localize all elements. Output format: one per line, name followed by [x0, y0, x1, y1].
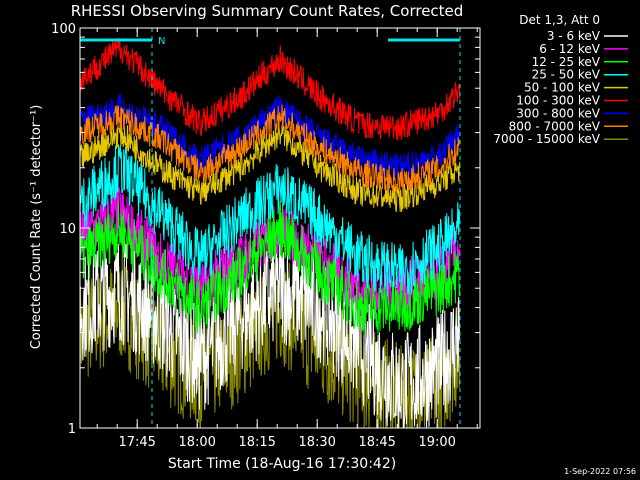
legend-title: Det 1,3, Att 0 [519, 13, 600, 27]
generation-timestamp: 1-Sep-2022 07:56 [564, 467, 636, 476]
y-tick-label: 10 [59, 222, 76, 237]
chart-title: RHESSI Observing Summary Count Rates, Co… [71, 2, 464, 20]
x-tick-label: 18:30 [298, 435, 335, 450]
legend-label: 12 - 25 keV [532, 55, 601, 69]
series-line [79, 119, 461, 213]
series-line [79, 200, 461, 336]
legend-label: 6 - 12 keV [539, 42, 601, 56]
x-tick-label: 17:45 [118, 435, 155, 450]
legend-label: 100 - 300 keV [516, 94, 600, 108]
x-tick-label: 18:45 [358, 435, 395, 450]
y-tick-label: 1 [68, 422, 76, 437]
legend-label: 25 - 50 keV [532, 68, 601, 82]
flag-label: N [158, 36, 165, 47]
series-line [79, 104, 461, 195]
x-axis-label: Start Time (18-Aug-16 17:30:42) [168, 456, 396, 472]
legend-label: 50 - 100 keV [524, 81, 601, 95]
legend-label: 800 - 7000 keV [509, 119, 601, 133]
legend-label: 3 - 6 keV [547, 29, 601, 43]
y-tick-label: 100 [51, 22, 76, 37]
x-tick-label: 18:00 [178, 435, 215, 450]
series-line [79, 144, 461, 297]
legend-label: 300 - 800 keV [516, 106, 600, 120]
plot-area: N [79, 28, 461, 429]
series-line [79, 36, 461, 141]
x-tick-label: 19:00 [418, 435, 455, 450]
axes: 17:45 18:00 18:15 18:30 18:45 19:00 1 10 100 [51, 22, 481, 450]
legend-label: 7000 - 15000 keV [493, 132, 600, 146]
x-tick-label: 18:15 [238, 435, 275, 450]
series-line [79, 237, 461, 429]
y-axis-label: Corrected Count Rate (s⁻¹ detector⁻¹) [29, 105, 44, 350]
